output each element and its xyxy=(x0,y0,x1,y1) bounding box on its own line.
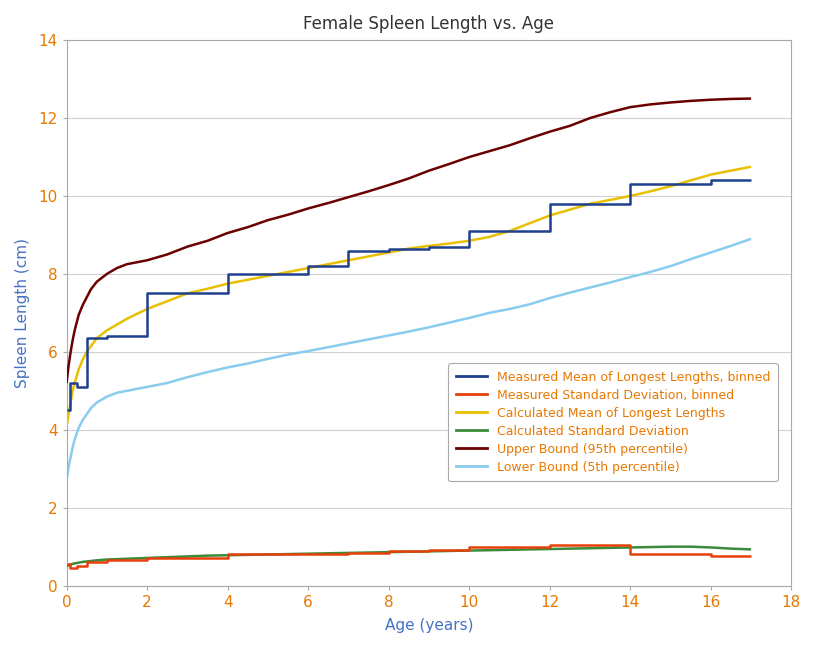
Legend: Measured Mean of Longest Lengths, binned, Measured Standard Deviation, binned, C: Measured Mean of Longest Lengths, binned… xyxy=(448,363,778,481)
Y-axis label: Spleen Length (cm): Spleen Length (cm) xyxy=(15,238,30,388)
X-axis label: Age (years): Age (years) xyxy=(384,618,473,633)
Title: Female Spleen Length vs. Age: Female Spleen Length vs. Age xyxy=(304,15,555,33)
